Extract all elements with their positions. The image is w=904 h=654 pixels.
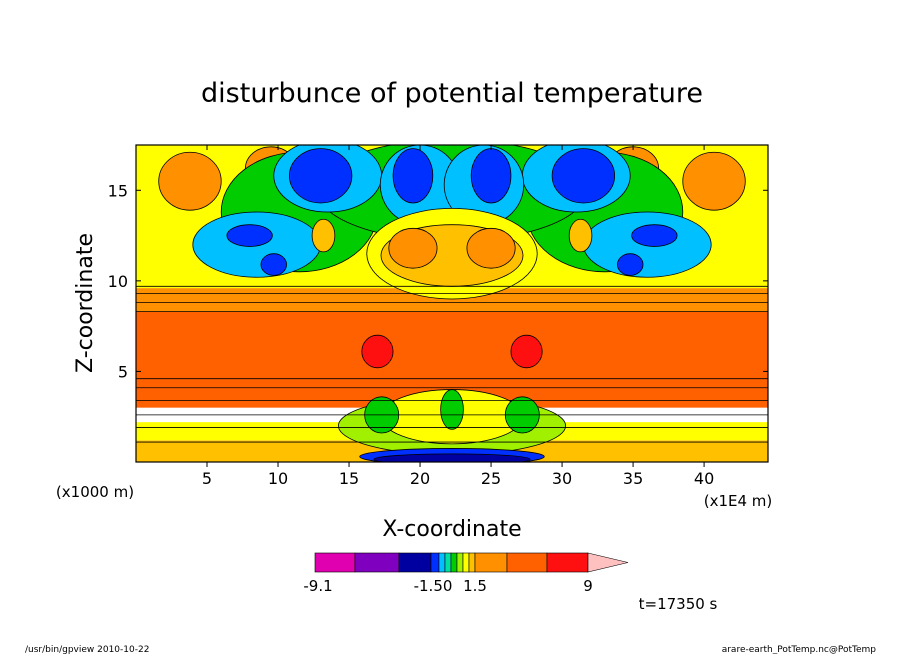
x-tick-label-35: 35 — [623, 469, 643, 488]
colorbar-label-3: 9 — [583, 577, 593, 595]
colorbar-cell-12 — [546, 552, 589, 573]
y-axis-ticks: 5 10 15 — [108, 181, 768, 381]
colorbar-cell-4 — [438, 552, 446, 573]
x-tick-label-25: 25 — [481, 469, 501, 488]
x-tick-label-5: 5 — [202, 469, 212, 488]
colorbar-cell-6 — [450, 552, 458, 573]
contour-blob-35 — [373, 453, 531, 462]
contour-blob-19 — [260, 253, 287, 276]
contour-blob-2 — [682, 151, 746, 211]
x-axis-ticks: 5 10 15 20 25 30 35 40 — [202, 145, 714, 488]
x-tick-label-40: 40 — [694, 469, 714, 488]
x-tick-label-30: 30 — [552, 469, 572, 488]
contour-blob-15 — [392, 148, 434, 204]
x-axis-label: X-coordinate — [382, 517, 521, 542]
y-tick-label-15: 15 — [108, 181, 128, 200]
contour-blob-16 — [470, 148, 512, 204]
colorbar-cell-7 — [456, 552, 464, 573]
colorbar-extension — [587, 552, 629, 573]
colorbar-cell-9 — [468, 552, 476, 573]
contour-blob-13 — [288, 148, 353, 204]
contour-blob-25 — [311, 218, 336, 253]
colorbar-cell-2 — [398, 552, 432, 573]
contour-blob-14 — [551, 148, 616, 204]
colorbar-cell-5 — [444, 552, 452, 573]
colorbar-cell-0 — [314, 552, 356, 573]
colorbar-cell-8 — [462, 552, 470, 573]
x-unit-left: (x1000 m) — [56, 483, 134, 501]
y-axis-label: Z-coordinate — [73, 233, 98, 373]
contour-blob-23 — [388, 227, 438, 269]
colorbar-label-1: -1.50 — [414, 577, 453, 595]
y-tick-label-5: 5 — [118, 362, 128, 381]
contour-blob-0 — [158, 151, 222, 211]
plot-area — [136, 145, 768, 462]
region-upper-orange — [136, 288, 768, 312]
colorbar-cell-3 — [430, 552, 440, 573]
chart-title: disturbunce of potential temperature — [201, 78, 703, 109]
footer-left: /usr/bin/gpview 2010-10-22 — [25, 645, 149, 654]
colorbar-labels: -9.1 -1.50 1.5 9 — [303, 577, 592, 595]
colorbar-cell-10 — [474, 552, 508, 573]
colorbar — [314, 552, 629, 573]
colorbar-label-2: 1.5 — [463, 577, 487, 595]
colorbar-cell-11 — [506, 552, 548, 573]
x-unit-right: (x1E4 m) — [704, 492, 773, 510]
contour-blob-24 — [466, 227, 516, 269]
plot-frame — [135, 144, 769, 463]
contour-blob-28 — [510, 334, 543, 369]
colorbar-label-0: -9.1 — [303, 577, 332, 595]
contour-blob-18 — [631, 224, 678, 247]
contour-blob-33 — [440, 389, 464, 430]
time-label: t=17350 s — [639, 595, 718, 613]
contour-blob-17 — [226, 224, 273, 247]
contour-blob-27 — [361, 334, 394, 369]
x-tick-label-15: 15 — [339, 469, 359, 488]
y-tick-label-10: 10 — [108, 272, 128, 291]
x-tick-label-20: 20 — [410, 469, 430, 488]
colorbar-cell-1 — [354, 552, 400, 573]
contour-blob-20 — [617, 253, 644, 276]
contour-blob-26 — [568, 218, 593, 253]
contour-blobs — [158, 145, 746, 462]
footer-right: arare-earth_PotTemp.nc@PotTemp — [722, 645, 877, 654]
contour-lines — [136, 285, 768, 443]
x-tick-label-10: 10 — [268, 469, 288, 488]
